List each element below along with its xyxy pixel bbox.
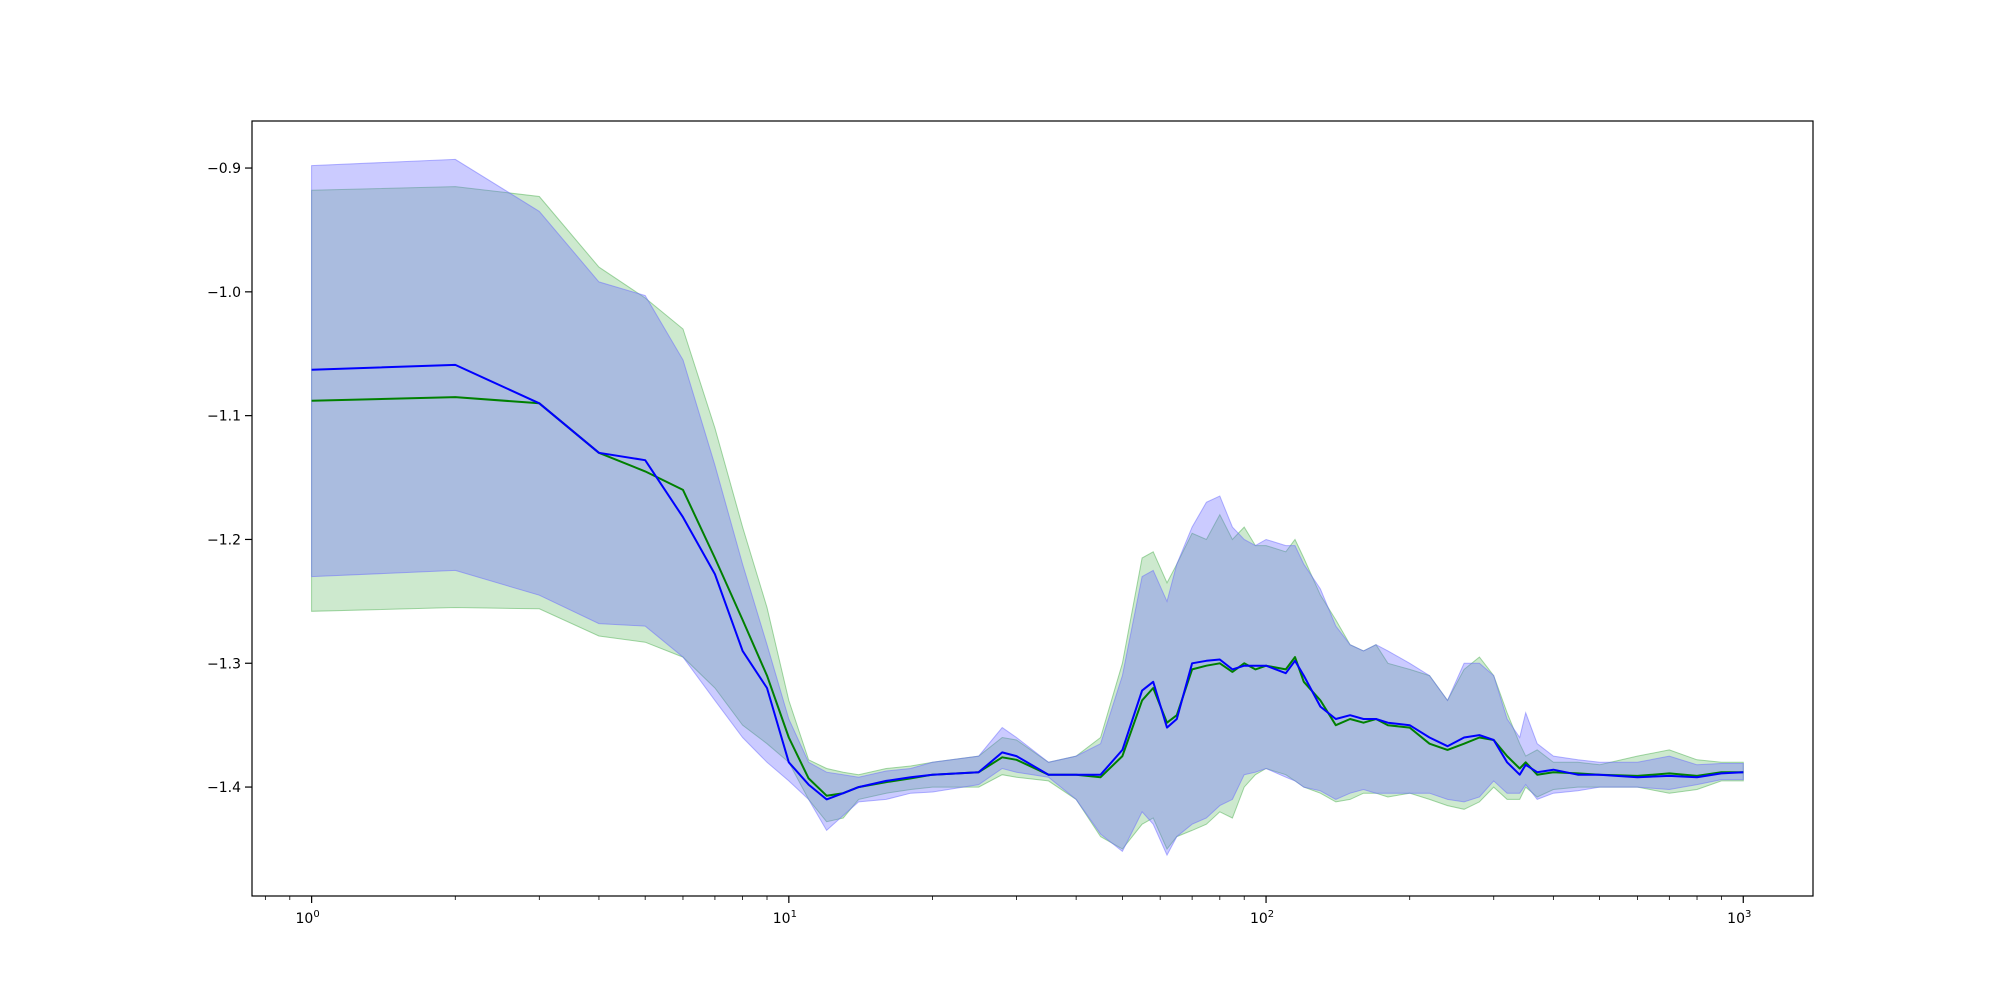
y-tick-label: −1.2 xyxy=(207,532,241,548)
mean-line-1 xyxy=(311,396,1744,797)
y-tick-label: −1.4 xyxy=(207,780,241,796)
y-axis: −0.9 −1.0 −1.1 −1.2 −1.3 −1.4 xyxy=(207,161,252,796)
x-tick-label: 102 xyxy=(1250,909,1274,927)
plot-frame xyxy=(251,120,1814,897)
y-tick-label: −0.9 xyxy=(207,161,241,177)
mean-line-2 xyxy=(311,363,1744,801)
mean-lines xyxy=(311,363,1744,801)
y-tick-label: −1.1 xyxy=(207,409,241,425)
x-axis: 100 101 102 103 xyxy=(264,896,1751,927)
x-tick-label: 101 xyxy=(773,909,797,927)
confidence-bands xyxy=(311,158,1744,857)
x-tick-label: 103 xyxy=(1727,909,1751,927)
y-tick-label: −1.3 xyxy=(207,656,241,672)
x-tick-label: 100 xyxy=(296,909,320,927)
confidence-band-2 xyxy=(311,158,1744,857)
y-tick-label: −1.0 xyxy=(207,285,241,301)
